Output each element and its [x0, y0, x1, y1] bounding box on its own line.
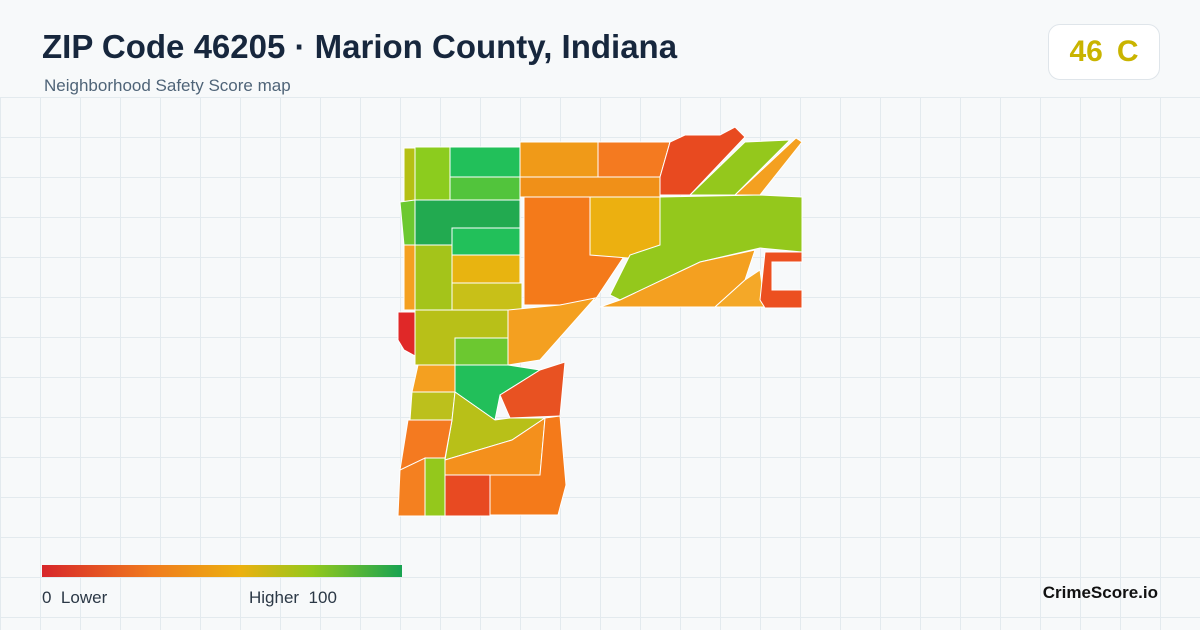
legend-gradient: [42, 565, 402, 577]
region: [449, 146, 521, 178]
region: [451, 227, 521, 256]
region: [444, 474, 491, 517]
region: [399, 199, 416, 246]
brand: CrimeScore.io: [1042, 583, 1158, 602]
region: [409, 391, 456, 421]
score-value: 46: [1069, 35, 1103, 68]
region: [424, 457, 446, 517]
region: [451, 282, 523, 311]
region: [597, 141, 671, 178]
region: [489, 415, 567, 516]
legend-min: 0: [42, 588, 52, 607]
region: [713, 269, 766, 308]
legend-max-group: Higher 100: [249, 588, 337, 608]
score-grade: C: [1116, 35, 1139, 68]
region: [499, 361, 566, 419]
region: [397, 311, 416, 357]
title: ZIP Code 46205 · Marion County, Indiana: [42, 28, 678, 65]
region: [519, 141, 599, 178]
score-badge: 46 C: [1048, 24, 1160, 80]
region: [688, 139, 792, 196]
region: [451, 254, 521, 284]
region: [414, 146, 451, 201]
region: [659, 126, 746, 196]
region: [759, 251, 803, 309]
legend-min-label: Lower: [60, 588, 108, 607]
legend-min-group: 0 Lower: [42, 588, 107, 608]
region: [414, 244, 453, 311]
region: [519, 176, 661, 198]
region: [507, 297, 597, 366]
legend-max-label: Higher: [249, 588, 300, 607]
region: [454, 337, 509, 366]
region: [411, 364, 456, 393]
legend-max: 100: [308, 588, 337, 607]
region: [403, 147, 416, 206]
subtitle: Neighborhood Safety Score map: [44, 76, 291, 95]
region: [449, 176, 521, 201]
region: [403, 244, 416, 311]
